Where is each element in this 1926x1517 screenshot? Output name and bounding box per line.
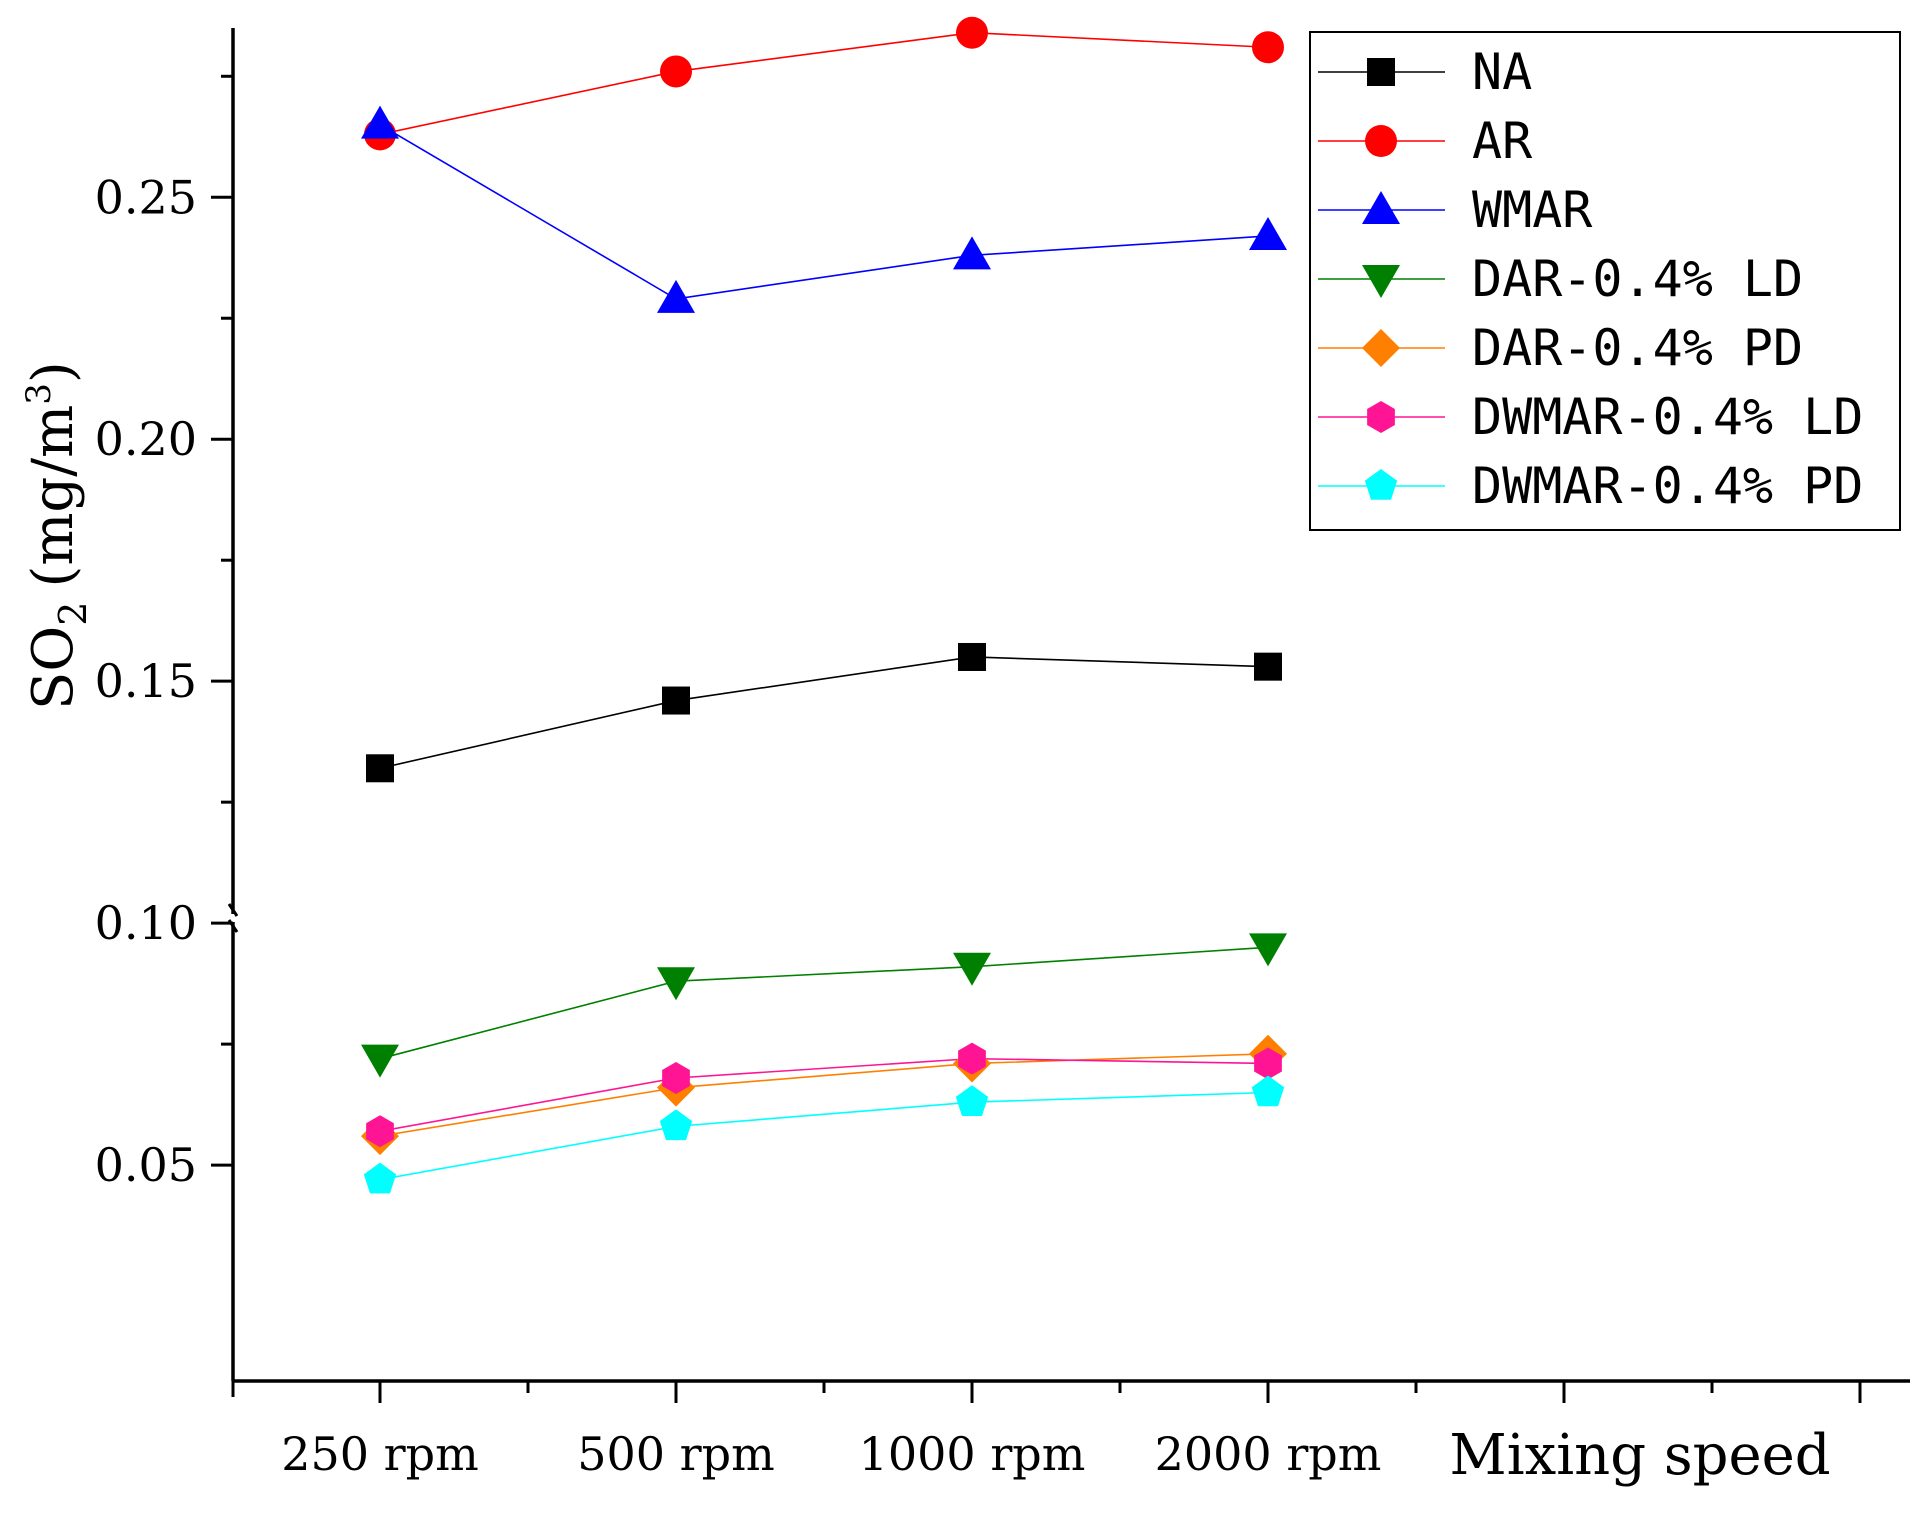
legend: NA AR WMAR DAR-0.4% LD DAR-0.4% PD DWMAR-0.4%… — [1309, 31, 1901, 531]
axes — [227, 28, 1910, 1383]
series-line-2 — [379, 123, 1269, 300]
data-point — [1254, 652, 1282, 681]
data-point — [662, 1061, 690, 1094]
x-tick-label: 1000 rpm — [859, 1427, 1086, 1481]
x-tick-label: 250 rpm — [281, 1427, 478, 1481]
legend-label: DAR-0.4% LD — [1472, 250, 1803, 308]
y-axis-title-unit-close: ) — [21, 361, 86, 383]
data-point — [361, 1044, 399, 1078]
data-point — [958, 642, 986, 671]
series-line-4 — [379, 1052, 1269, 1137]
data-point — [361, 105, 399, 139]
data-point — [366, 754, 394, 783]
series-line-1 — [379, 31, 1269, 136]
y-axis-title: SO2 (mg/m3) — [19, 361, 95, 710]
y-tick-label: 0.10 — [95, 896, 197, 950]
data-point — [1251, 1075, 1285, 1107]
data-point — [1249, 933, 1287, 967]
data-point — [363, 1162, 397, 1194]
legend-marker — [1367, 401, 1395, 433]
y-tick-label: 0.25 — [95, 170, 197, 224]
y-tick-label: 0.05 — [95, 1138, 197, 1192]
legend-marker — [1362, 329, 1400, 367]
y-tick-label: 0.20 — [95, 412, 197, 466]
series-lines — [379, 31, 1269, 1181]
y-axis-break-mark-top — [227, 903, 239, 917]
legend-label: NA — [1472, 43, 1532, 101]
y-axis-title-main: SO — [21, 626, 86, 710]
y-axis-title-sub: 2 — [51, 602, 95, 626]
x-tick-label: 2000 rpm — [1155, 1427, 1382, 1481]
data-point — [660, 55, 692, 88]
series-line-5 — [379, 1057, 1269, 1133]
legend-label: DWMAR-0.4% PD — [1472, 457, 1863, 515]
y-axis-title-unit-sup: 3 — [19, 383, 59, 405]
legend-marker — [1365, 125, 1397, 157]
data-point — [956, 16, 988, 49]
series-line-3 — [379, 946, 1269, 1060]
legend-marker — [1364, 469, 1398, 500]
data-point — [657, 279, 695, 313]
data-point — [953, 952, 991, 986]
data-point — [953, 236, 991, 270]
series-markers — [361, 16, 1287, 1194]
series-line-0 — [379, 656, 1269, 770]
legend-label: DWMAR-0.4% LD — [1472, 388, 1863, 446]
legend-marker — [1362, 191, 1400, 224]
x-tick-label: 500 rpm — [577, 1427, 774, 1481]
legend-box — [1309, 31, 1901, 531]
data-point — [659, 1109, 693, 1141]
data-point — [955, 1085, 989, 1116]
data-point — [366, 1115, 394, 1148]
legend-marker — [1362, 265, 1400, 298]
legend-label: DAR-0.4% PD — [1472, 319, 1803, 377]
legend-marker — [1367, 58, 1395, 86]
ticks — [211, 74, 1862, 1403]
data-point — [662, 686, 690, 715]
y-axis-title-unit: (mg/m — [21, 405, 86, 588]
data-point — [657, 967, 695, 1001]
legend-label: AR — [1472, 112, 1533, 170]
y-tick-label: 0.15 — [95, 654, 197, 708]
legend-label: WMAR — [1472, 181, 1593, 239]
x-axis-title: Mixing speed — [1449, 1423, 1830, 1488]
series-line-6 — [379, 1091, 1269, 1181]
data-point — [958, 1042, 986, 1075]
data-point — [1252, 31, 1284, 64]
data-point — [1249, 216, 1287, 250]
data-point — [1254, 1047, 1282, 1080]
